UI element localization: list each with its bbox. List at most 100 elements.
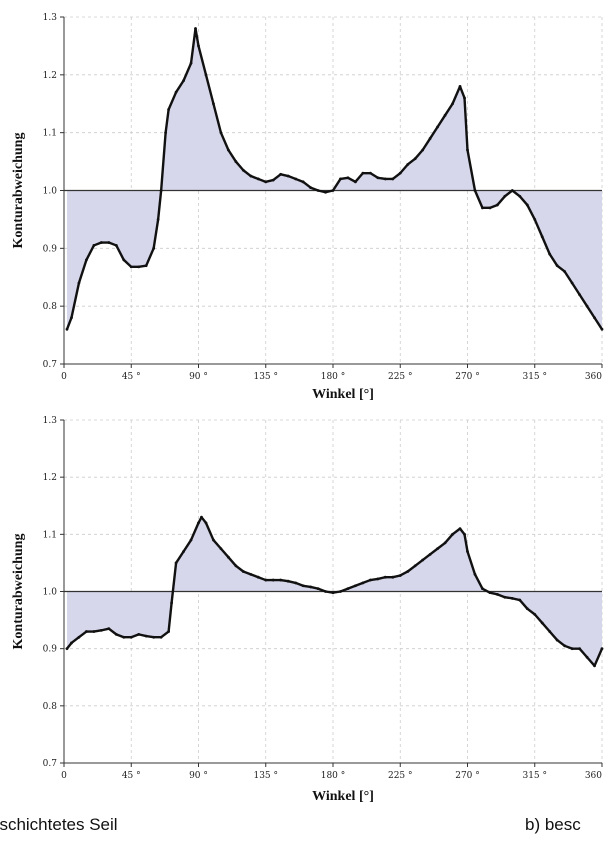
y-tick-label: 1.3 [43, 416, 58, 426]
data-point [189, 61, 193, 65]
data-point [309, 585, 312, 589]
x-tick-label: 225 ° [388, 771, 413, 781]
x-tick-label: 270 ° [455, 771, 480, 781]
data-point [473, 572, 477, 576]
data-point [189, 538, 193, 542]
x-tick-label: 315 ° [522, 771, 547, 781]
data-point [264, 578, 268, 582]
data-point [144, 264, 148, 268]
data-point [533, 612, 537, 616]
data-point [279, 172, 283, 176]
data-point [137, 632, 141, 636]
x-tick-label: 135 ° [253, 771, 278, 781]
data-point [99, 628, 103, 632]
data-point [443, 113, 447, 117]
data-point [92, 630, 96, 633]
data-point [428, 552, 432, 556]
data-point [204, 73, 208, 77]
chart-panel-b: 0.7 0.8 0.9 1.0 1.1 1.2 1.3 0 45 ° 90 ° 135 ° 180 °… [11, 416, 604, 804]
data-point [354, 180, 357, 184]
y-axis-label: Konturabweichung [11, 534, 26, 650]
y-tick-label: 1.0 [43, 588, 58, 598]
data-point [593, 664, 596, 668]
data-point [219, 547, 223, 551]
data-point [585, 304, 589, 308]
data-point [316, 189, 320, 192]
data-point [65, 647, 69, 651]
data-point [398, 574, 402, 577]
data-point [256, 177, 260, 181]
data-point [324, 190, 327, 194]
data-point [451, 532, 454, 536]
data-point [406, 163, 410, 166]
data-point [428, 137, 432, 140]
data-point [92, 244, 96, 247]
data-point [463, 96, 466, 100]
data-point [488, 206, 492, 210]
y-tick-label: 1.1 [43, 129, 57, 139]
data-point [77, 635, 81, 639]
data-point [234, 564, 238, 568]
data-point [510, 596, 514, 600]
x-tick-label: 360 [585, 372, 602, 382]
data-point [174, 90, 178, 94]
data-point [294, 581, 298, 585]
data-point [533, 218, 537, 221]
data-point [600, 327, 604, 331]
x-axis-label: Winkel [°] [312, 789, 374, 804]
data-point [600, 647, 604, 651]
data-point [525, 607, 529, 611]
data-point [167, 108, 171, 111]
data-point [578, 647, 581, 651]
data-point [413, 564, 417, 568]
data-point [107, 241, 111, 244]
data-point [443, 541, 447, 545]
data-point [503, 595, 507, 599]
data-point [159, 189, 163, 192]
data-point [466, 148, 469, 152]
data-point [488, 591, 492, 595]
data-point [204, 521, 208, 525]
data-point [391, 575, 395, 579]
data-point [197, 44, 200, 48]
data-point [518, 598, 522, 602]
data-point [331, 189, 335, 192]
data-point [152, 635, 156, 639]
y-tick-label: 1.1 [43, 530, 57, 540]
data-point [152, 246, 156, 250]
data-point [114, 632, 118, 636]
data-point [525, 203, 529, 207]
data-point [481, 587, 484, 591]
data-point [376, 577, 380, 581]
data-point [65, 327, 69, 331]
data-point [339, 590, 342, 593]
data-point [376, 176, 380, 180]
y-tick-label: 1.2 [43, 71, 57, 81]
x-tick-label: 180 ° [321, 372, 346, 382]
x-tick-label: 90 ° [189, 372, 208, 382]
data-point [279, 578, 283, 582]
x-tick-label: 360 [585, 771, 602, 781]
data-point [593, 316, 596, 320]
data-point [421, 558, 425, 562]
data-point [495, 203, 499, 207]
y-tick-label: 0.8 [43, 302, 58, 312]
data-point [70, 641, 73, 645]
data-point [156, 218, 160, 221]
data-point [458, 85, 462, 88]
data-point [368, 578, 372, 582]
data-point [354, 584, 357, 588]
data-point [503, 194, 507, 198]
data-point [226, 148, 230, 152]
x-tick-label: 90 ° [189, 771, 208, 781]
data-point [249, 572, 253, 576]
data-point [197, 521, 200, 525]
data-point [301, 180, 305, 184]
y-tick-label: 0.7 [43, 759, 58, 769]
data-point [249, 174, 253, 178]
data-point [466, 550, 469, 553]
data-point [256, 575, 260, 579]
data-point [413, 157, 417, 161]
data-point [346, 587, 350, 591]
data-point [200, 515, 203, 519]
